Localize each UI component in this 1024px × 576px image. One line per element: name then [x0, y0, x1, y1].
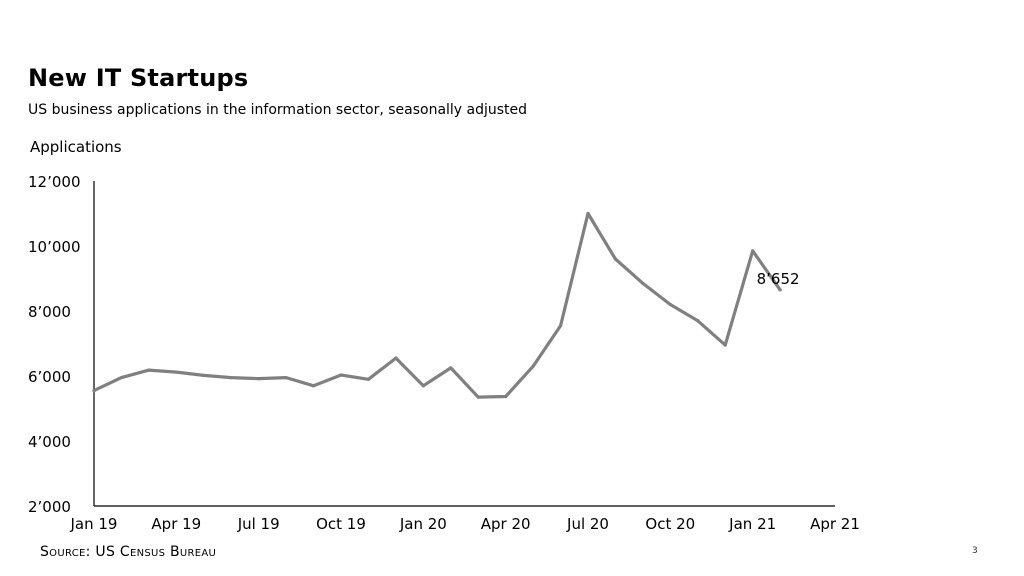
- annotation-group: 8’652: [757, 270, 800, 288]
- data-point: [339, 373, 343, 377]
- data-point: [174, 370, 178, 374]
- data-point: [558, 324, 563, 328]
- y-tick-label: 12’000: [28, 173, 81, 191]
- data-point: [613, 257, 618, 261]
- y-tick-label: 6’000: [28, 368, 71, 386]
- data-point: [668, 302, 672, 307]
- data-label: 8’652: [757, 270, 800, 288]
- data-point: [504, 394, 508, 399]
- data-point: [421, 384, 425, 388]
- y-tick-label: 8’000: [28, 303, 71, 321]
- y-axis-label: Applications: [30, 138, 122, 156]
- y-axis: 2’000 4’000 6’000 8’000 10’000 12’000: [28, 173, 95, 516]
- x-tick-label: Oct 19: [316, 515, 366, 533]
- data-point: [586, 211, 590, 216]
- x-tick-label: Apr 20: [481, 515, 531, 533]
- x-axis: Jan 19 Apr 19 Jul 19 Oct 19 Jan 20 Apr 20 Jul …: [70, 505, 860, 533]
- source-note: Source: US Census Bureau: [40, 544, 217, 560]
- x-tick-label: Oct 20: [645, 515, 695, 533]
- y-tick-label: 4’000: [28, 433, 71, 451]
- data-point: [147, 368, 151, 372]
- y-tick-label: 2’000: [28, 498, 71, 516]
- x-tick-label: Jan 19: [70, 515, 118, 533]
- data-point: [284, 376, 288, 380]
- data-point: [641, 281, 645, 285]
- x-tick-label: Jul 20: [566, 515, 609, 533]
- series-line: [92, 211, 782, 399]
- data-point: [531, 364, 535, 368]
- chart-title: New IT Startups: [28, 64, 249, 92]
- data-point: [366, 377, 371, 381]
- x-tick-label: Apr 21: [810, 515, 860, 533]
- chart-subtitle: US business applications in the informat…: [28, 102, 528, 118]
- data-point: [696, 319, 700, 323]
- data-point: [92, 389, 96, 393]
- data-point: [202, 373, 206, 377]
- data-point: [476, 395, 480, 399]
- data-point: [723, 343, 727, 347]
- series-group: [92, 211, 782, 399]
- data-point: [119, 376, 124, 380]
- data-point: [229, 376, 233, 380]
- data-point: [449, 366, 453, 370]
- data-point: [778, 288, 782, 292]
- data-point: [394, 356, 398, 360]
- data-point: [311, 384, 316, 388]
- y-tick-label: 10’000: [28, 238, 81, 256]
- x-tick-label: Apr 19: [151, 515, 201, 533]
- x-tick-label: Jul 19: [237, 515, 280, 533]
- x-tick-label: Jan 21: [728, 515, 776, 533]
- data-point: [751, 249, 755, 253]
- data-point: [257, 377, 261, 381]
- page-number: 3: [972, 546, 978, 556]
- x-tick-label: Jan 20: [399, 515, 447, 533]
